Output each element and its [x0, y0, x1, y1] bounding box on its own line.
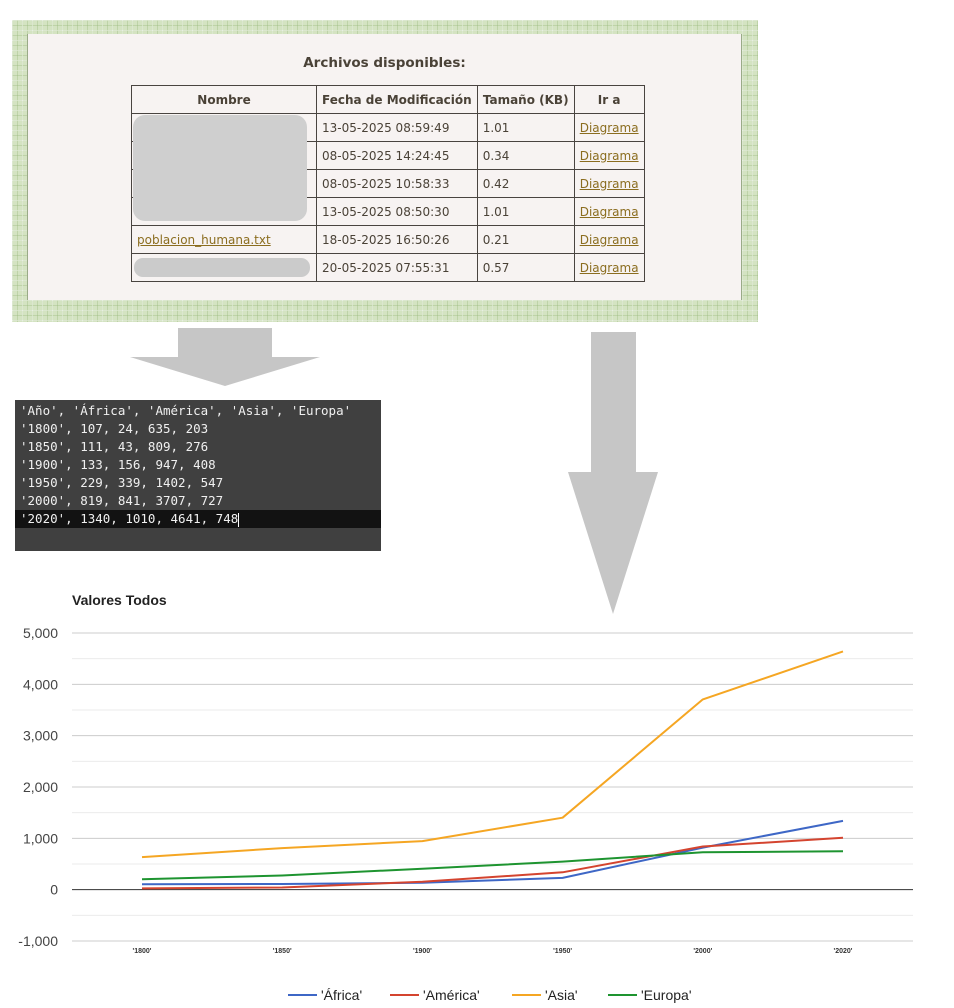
- file-date-cell: 13-05-2025 08:50:30: [316, 197, 478, 226]
- text-cursor: [238, 512, 240, 527]
- series-line: [141, 850, 844, 881]
- file-size-cell: 1.01: [476, 113, 575, 142]
- terminal-line: '1950', 229, 339, 1402, 547: [20, 475, 224, 490]
- series-line: [141, 819, 844, 886]
- file-date-cell: 08-05-2025 10:58:33: [316, 169, 478, 198]
- x-tick-label: '1900': [413, 948, 432, 955]
- y-tick-label: 5,000: [23, 625, 58, 641]
- diagram-link[interactable]: Diagrama: [579, 204, 639, 219]
- legend-label: 'África': [321, 987, 362, 1003]
- series-line: [141, 836, 844, 890]
- series-line: [141, 650, 844, 859]
- x-tick-label: '1800': [133, 948, 152, 955]
- y-tick-label: 1,000: [23, 830, 58, 846]
- file-size-cell: 0.34: [476, 141, 575, 170]
- column-header-name[interactable]: Nombre: [131, 85, 317, 114]
- chart-title: Valores Todos: [72, 592, 167, 608]
- terminal-line: 'Año', 'África', 'América', 'Asia', 'Eur…: [20, 403, 352, 418]
- terminal-line-text: '2020', 1340, 1010, 4641, 748: [20, 511, 239, 526]
- terminal-window: 'Año', 'África', 'América', 'Asia', 'Eur…: [15, 400, 381, 551]
- x-tick-label: '2020': [834, 948, 853, 955]
- column-header-date[interactable]: Fecha de Modificación: [316, 85, 478, 114]
- y-tick-label: 2,000: [23, 779, 58, 795]
- table-header-row: Nombre Fecha de Modificación Tamaño (KB)…: [131, 85, 645, 114]
- diagram-link[interactable]: Diagrama: [579, 176, 639, 191]
- terminal-line-highlighted[interactable]: '2020', 1340, 1010, 4641, 748: [15, 510, 381, 528]
- y-tick-label: 0: [50, 882, 58, 898]
- redacted-filename-blur: [134, 258, 310, 277]
- down-arrow-to-terminal-icon: [130, 328, 320, 386]
- column-header-size[interactable]: Tamaño (KB): [476, 85, 575, 114]
- diagram-link[interactable]: Diagrama: [579, 120, 639, 135]
- down-arrow-to-chart-icon: [568, 332, 658, 614]
- file-date-cell: 20-05-2025 07:55:31: [316, 253, 478, 282]
- x-tick-label: '1950': [553, 948, 572, 955]
- file-name-link[interactable]: poblacion_humana.txt: [137, 232, 271, 247]
- table-row: poblacion_humana.txt 18-05-2025 16:50:26…: [131, 225, 645, 254]
- terminal-line: '1900', 133, 156, 947, 408: [20, 457, 216, 472]
- file-date-cell: 08-05-2025 14:24:45: [316, 141, 478, 170]
- file-date-cell: 18-05-2025 16:50:26: [316, 225, 478, 254]
- y-tick-label: 3,000: [23, 728, 58, 744]
- legend-label: 'Europa': [641, 987, 692, 1003]
- line-chart: 5,000 4,000 3,000 2,000 1,000 0 -1,000 '1800' '1…: [18, 625, 913, 1003]
- x-tick-label: '1850': [273, 948, 292, 955]
- column-header-goto: Ir a: [573, 85, 645, 114]
- terminal-line: '2000', 819, 841, 3707, 727: [20, 493, 224, 508]
- x-tick-label: '2000': [693, 948, 712, 955]
- file-size-cell: 0.21: [476, 225, 575, 254]
- file-size-cell: 1.01: [476, 197, 575, 226]
- file-date-cell: 13-05-2025 08:59:49: [316, 113, 478, 142]
- legend-label: 'Asia': [545, 987, 578, 1003]
- file-size-cell: 0.57: [476, 253, 575, 282]
- legend-label: 'América': [423, 987, 480, 1003]
- diagram-link[interactable]: Diagrama: [579, 148, 639, 163]
- panel-title: Archivos disponibles:: [303, 55, 466, 71]
- diagram-link[interactable]: Diagrama: [579, 232, 639, 247]
- diagram-link[interactable]: Diagrama: [579, 260, 639, 275]
- file-size-cell: 0.42: [476, 169, 575, 198]
- redacted-filenames-blur: [133, 115, 307, 221]
- terminal-line: '1850', 111, 43, 809, 276: [20, 439, 209, 454]
- y-tick-label: 4,000: [23, 676, 58, 692]
- y-tick-label: -1,000: [18, 933, 58, 949]
- terminal-line: '1800', 107, 24, 635, 203: [20, 421, 209, 436]
